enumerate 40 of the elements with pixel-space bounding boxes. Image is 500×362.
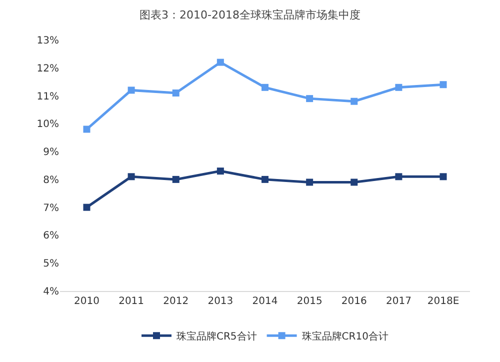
point bbox=[172, 176, 180, 183]
point bbox=[350, 178, 358, 186]
y-tick-label: 6% bbox=[43, 230, 59, 242]
point bbox=[440, 173, 447, 180]
point bbox=[395, 84, 402, 91]
point bbox=[395, 173, 402, 180]
x-tick-label: 2017 bbox=[386, 296, 412, 307]
point bbox=[172, 89, 180, 96]
point bbox=[306, 95, 314, 102]
y-tick-label: 4% bbox=[43, 286, 59, 298]
point bbox=[350, 98, 358, 105]
x-tick-label: 2018E bbox=[427, 296, 460, 307]
point bbox=[306, 178, 314, 186]
point bbox=[83, 204, 90, 211]
x-tick-label: 2014 bbox=[252, 296, 278, 307]
point bbox=[128, 173, 135, 180]
y-tick-label: 11% bbox=[36, 91, 59, 102]
x-tick-label: 2012 bbox=[163, 296, 189, 307]
x-tick-label: 2013 bbox=[208, 296, 234, 307]
point bbox=[262, 176, 268, 183]
point bbox=[83, 126, 90, 133]
y-tick-label: 5% bbox=[43, 258, 59, 270]
y-tick-label: 8% bbox=[43, 174, 59, 186]
chart-title: 图表3：2010-2018全球珠宝品牌市场集中度 bbox=[140, 8, 360, 22]
point bbox=[440, 81, 447, 88]
y-tick-label: 13% bbox=[36, 36, 59, 46]
point bbox=[262, 84, 268, 91]
legend-label: 珠宝品牌CR5合计 bbox=[176, 330, 257, 343]
y-tick-label: 10% bbox=[36, 119, 59, 130]
x-tick-label: 2016 bbox=[341, 296, 367, 307]
y-tick-label: 7% bbox=[43, 202, 59, 214]
x-tick-label: 2011 bbox=[118, 296, 144, 307]
y-tick-label: 12% bbox=[36, 63, 59, 74]
point bbox=[216, 168, 224, 175]
x-tick-label: 2015 bbox=[296, 296, 322, 307]
point bbox=[128, 86, 135, 94]
x-tick-label: 2010 bbox=[74, 296, 100, 307]
point bbox=[216, 58, 224, 66]
legend-label: 珠宝品牌CR10合计 bbox=[302, 330, 388, 343]
y-tick-label: 9% bbox=[43, 147, 59, 158]
